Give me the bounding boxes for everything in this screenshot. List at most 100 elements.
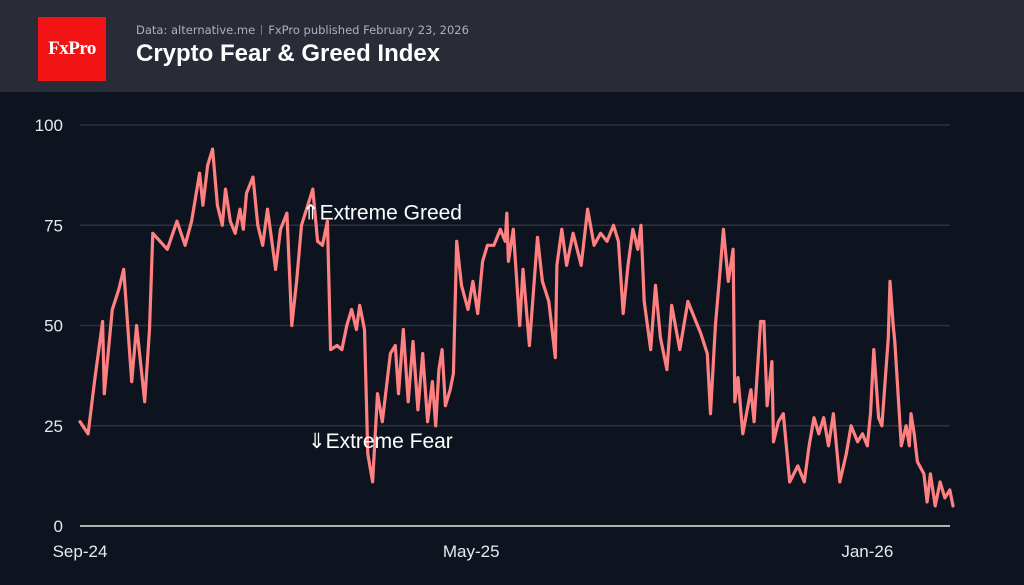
data-point — [481, 259, 484, 263]
data-point — [856, 440, 860, 444]
data-point — [705, 352, 709, 355]
data-point — [642, 300, 646, 303]
data-point — [912, 432, 916, 436]
data-point — [102, 392, 106, 396]
data-point — [605, 239, 609, 243]
data-point — [904, 424, 908, 428]
data-point — [455, 239, 459, 243]
data-point — [621, 312, 625, 315]
data-point — [117, 288, 121, 291]
data-point — [443, 404, 447, 408]
data-point — [406, 400, 410, 404]
x-tick-label: Sep-24 — [53, 542, 108, 561]
data-point — [928, 472, 932, 476]
data-point — [363, 328, 366, 331]
data-point — [616, 239, 620, 243]
data-point — [626, 263, 630, 267]
data-point — [893, 340, 897, 343]
series — [78, 147, 955, 508]
data-point — [220, 223, 224, 227]
data-point — [916, 460, 919, 464]
data-point — [943, 496, 947, 500]
data-point — [521, 267, 525, 271]
data-point — [476, 312, 480, 315]
data-point — [143, 400, 147, 404]
y-tick-label: 0 — [54, 517, 63, 536]
data-point — [224, 187, 227, 191]
data-point — [274, 267, 278, 271]
data-point — [151, 231, 155, 235]
data-point — [654, 284, 657, 287]
data-point — [245, 191, 248, 195]
data-point — [925, 500, 929, 504]
data-point — [411, 340, 415, 343]
data-point — [899, 444, 903, 448]
data-point — [770, 360, 774, 363]
data-source: Data: alternative.me — [136, 23, 256, 37]
data-point — [295, 279, 299, 283]
data-point — [311, 187, 315, 191]
data-point — [366, 452, 370, 456]
y-tick-label: 75 — [44, 216, 63, 235]
data-point — [340, 348, 344, 351]
data-point — [741, 432, 745, 436]
data-point — [922, 472, 926, 476]
data-point — [110, 308, 114, 311]
data-point — [827, 444, 830, 448]
data-point — [503, 239, 507, 243]
data-point — [266, 207, 269, 211]
data-point — [891, 324, 895, 327]
data-point — [78, 420, 82, 424]
data-point — [817, 432, 821, 436]
extreme-fear-label: ⇓Extreme Fear — [308, 430, 453, 453]
data-point — [699, 332, 703, 335]
data-point — [122, 267, 126, 271]
data-point — [380, 420, 384, 424]
data-point — [437, 368, 441, 372]
y-tick-label: 50 — [44, 317, 63, 336]
data-point — [951, 504, 955, 508]
published-date: FxPro published February 23, 2026 — [268, 23, 469, 37]
data-point — [440, 348, 444, 351]
data-point — [148, 328, 151, 331]
data-point — [933, 504, 937, 508]
data-point — [772, 440, 775, 444]
data-point — [507, 259, 510, 263]
data-point — [448, 388, 452, 392]
data-point — [376, 392, 379, 396]
annotations: ⇑Extreme Greed ⇓Extreme Fear — [302, 201, 462, 453]
data-point — [877, 416, 881, 420]
data-point — [135, 324, 138, 327]
fear-greed-line — [78, 147, 955, 508]
data-point — [579, 263, 583, 267]
data-point — [279, 227, 282, 231]
data-point — [612, 223, 615, 227]
data-point — [553, 356, 557, 359]
data-point — [452, 372, 455, 376]
data-point — [316, 239, 320, 243]
data-point — [261, 243, 265, 247]
data-point — [560, 227, 564, 231]
data-point — [665, 368, 669, 372]
data-point — [329, 348, 332, 351]
data-point — [909, 412, 913, 416]
data-point — [807, 444, 811, 448]
data-point — [251, 175, 255, 179]
data-point — [869, 412, 872, 416]
data-point — [865, 444, 869, 448]
data-point — [796, 464, 800, 468]
data-point — [183, 243, 187, 247]
data-point — [498, 227, 502, 231]
data-point — [555, 263, 559, 267]
data-point — [355, 328, 358, 331]
data-point — [401, 328, 405, 331]
data-point — [752, 420, 756, 424]
data-point — [486, 243, 489, 247]
data-point — [101, 320, 105, 323]
data-point — [492, 243, 496, 247]
data-point — [765, 404, 769, 408]
y-tick-label: 100 — [35, 116, 63, 135]
data-point — [586, 207, 590, 211]
data-point — [393, 344, 397, 347]
data-point — [528, 344, 531, 347]
